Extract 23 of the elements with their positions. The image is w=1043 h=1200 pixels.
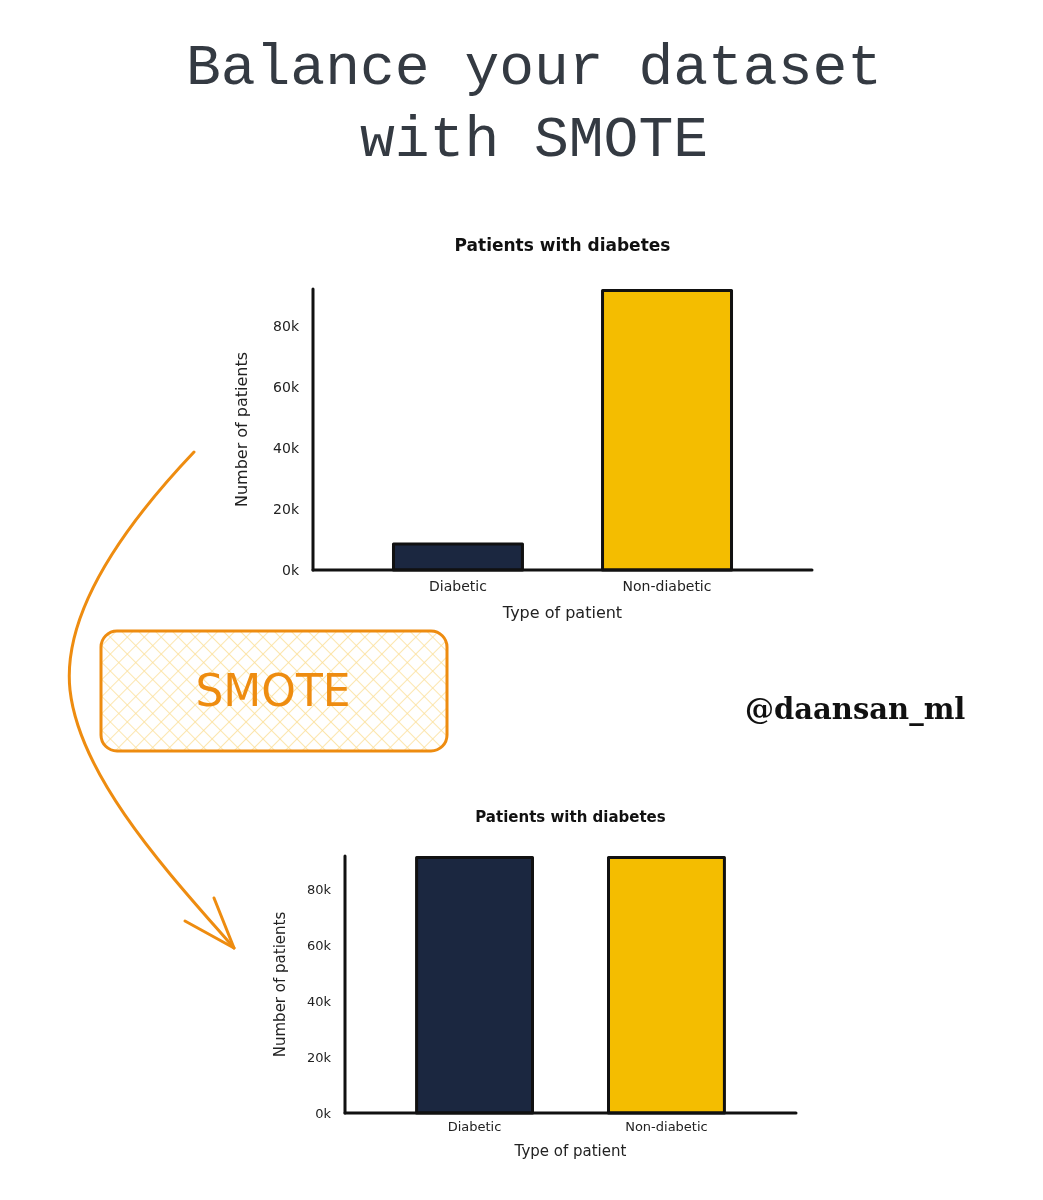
x-tick-label: Diabetic [447, 1119, 502, 1134]
y-tick-label: 60k [306, 937, 332, 953]
text: Balance your dataset with SMOTE [185, 36, 883, 173]
y-tick-label: 0k [315, 1105, 332, 1121]
y-axis-title: Number of patients [271, 911, 290, 1058]
y-axis-title: Number of patients [231, 351, 251, 508]
x-tick-label: Non-diabetic [622, 578, 712, 594]
y-tick-label: 40k [306, 993, 332, 1009]
x-tick-label: Non-diabetic [625, 1119, 708, 1134]
y-tick-label: 20k [273, 500, 300, 517]
y-tick-label: 80k [306, 882, 332, 898]
y-tick-label: 60k [273, 378, 300, 395]
chart-title: Patients with diabetes [475, 808, 666, 826]
y-tick-label: 40k [273, 439, 300, 456]
text: @daansan_ml [745, 692, 966, 726]
text: SMOTE [195, 665, 351, 716]
x-axis-title: Type of patient [501, 603, 623, 622]
y-tick-label: 80k [273, 317, 300, 334]
x-tick-label: Diabetic [429, 578, 487, 594]
x-axis-title: Type of patient [513, 1142, 627, 1160]
chart-title: Patients with diabetes [454, 235, 671, 255]
y-tick-label: 20k [306, 1049, 332, 1065]
y-tick-label: 0k [281, 561, 300, 578]
